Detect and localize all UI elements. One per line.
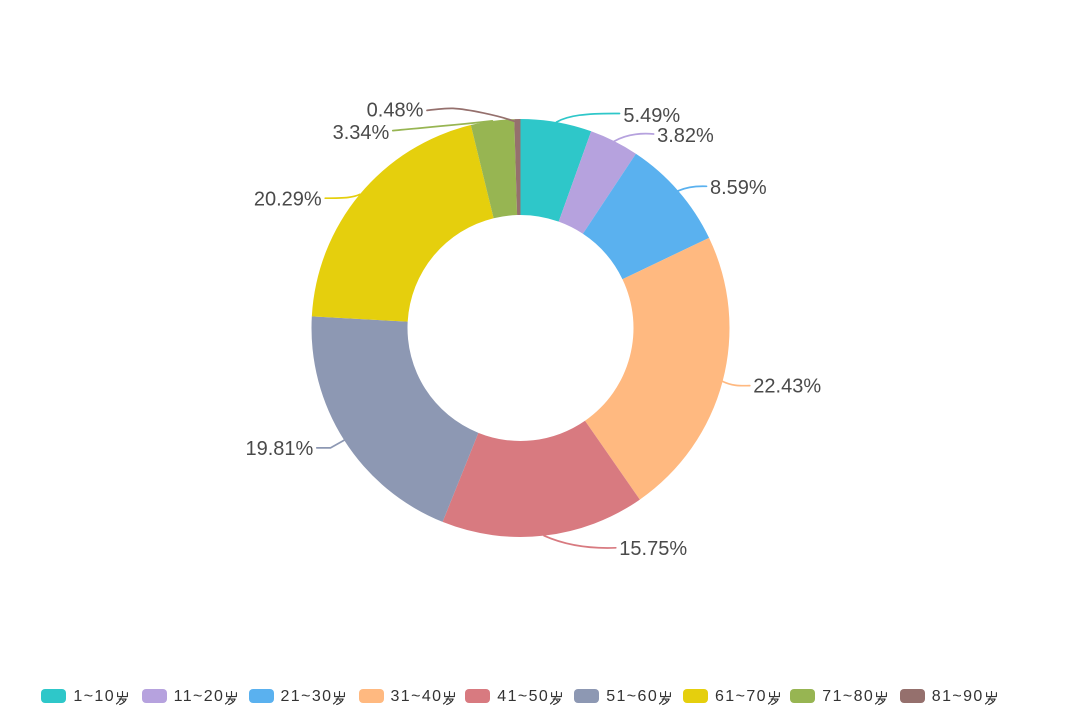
svg-text:5.49%: 5.49% bbox=[623, 105, 680, 127]
svg-text:20.29%: 20.29% bbox=[254, 189, 322, 211]
svg-text:22.43%: 22.43% bbox=[753, 376, 821, 398]
svg-text:0.48%: 0.48% bbox=[367, 100, 424, 122]
svg-text:15.75%: 15.75% bbox=[619, 538, 687, 560]
svg-text:3.34%: 3.34% bbox=[333, 122, 390, 144]
svg-text:3.82%: 3.82% bbox=[657, 125, 714, 147]
svg-text:8.59%: 8.59% bbox=[710, 177, 767, 199]
svg-text:19.81%: 19.81% bbox=[245, 438, 313, 460]
